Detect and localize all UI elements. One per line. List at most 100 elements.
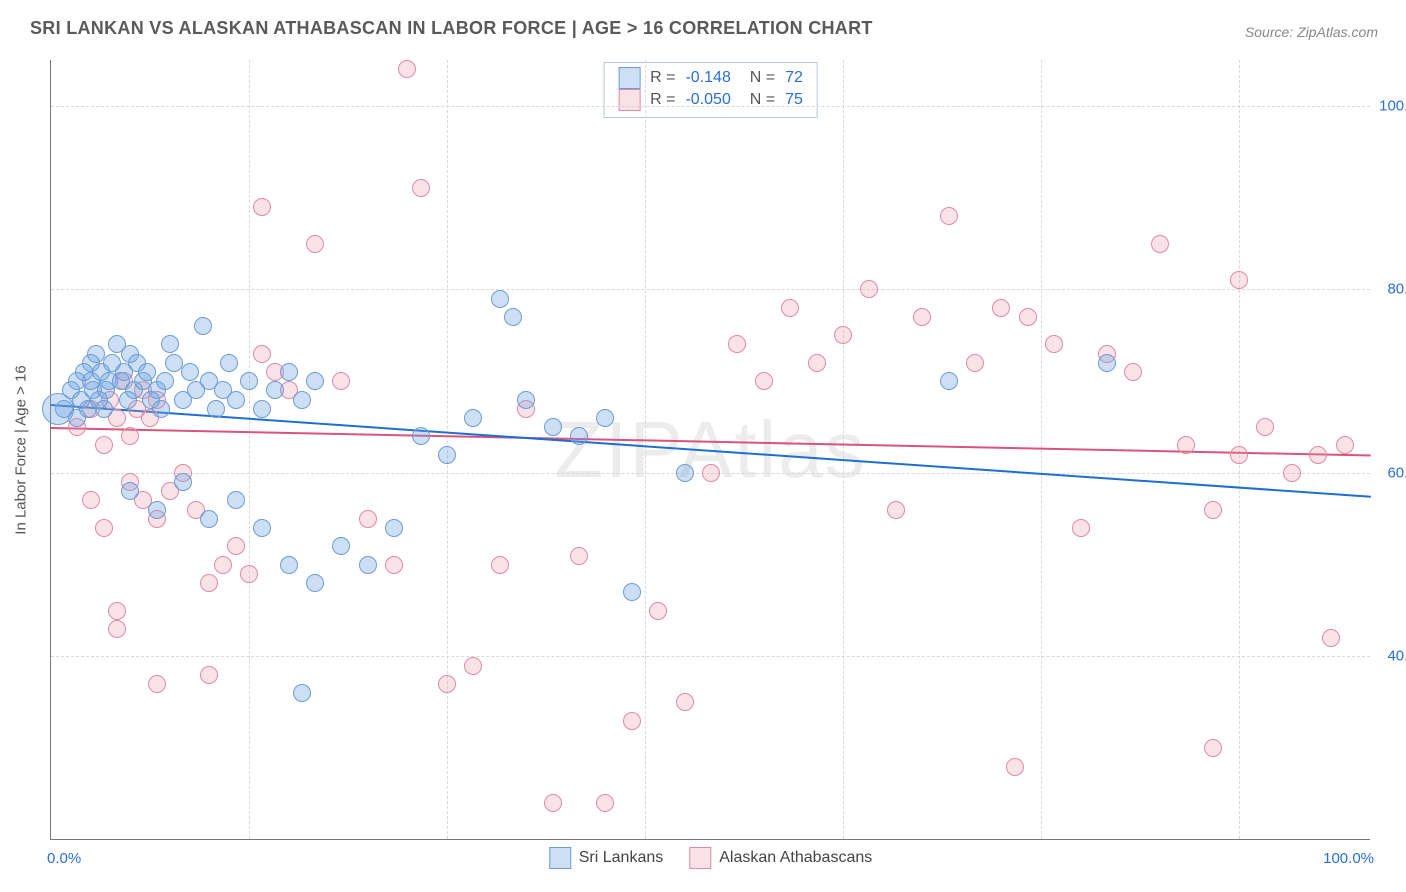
- point-athabascan: [1230, 271, 1248, 289]
- point-sri-lankan: [1098, 354, 1116, 372]
- point-athabascan: [1283, 464, 1301, 482]
- point-athabascan: [95, 519, 113, 537]
- point-athabascan: [1204, 501, 1222, 519]
- point-sri-lankan: [596, 409, 614, 427]
- point-athabascan: [253, 198, 271, 216]
- point-sri-lankan: [293, 391, 311, 409]
- n-label: N =: [741, 89, 775, 111]
- x-axis-tick-min: 0.0%: [47, 850, 81, 867]
- point-sri-lankan-large: [42, 393, 74, 425]
- swatch-athabascan: [689, 847, 711, 869]
- chart-title: SRI LANKAN VS ALASKAN ATHABASCAN IN LABO…: [30, 18, 873, 39]
- point-athabascan: [992, 299, 1010, 317]
- point-sri-lankan: [156, 372, 174, 390]
- point-athabascan: [214, 556, 232, 574]
- point-sri-lankan: [181, 363, 199, 381]
- point-athabascan: [1230, 446, 1248, 464]
- point-sri-lankan: [161, 335, 179, 353]
- point-sri-lankan: [306, 574, 324, 592]
- point-athabascan: [544, 794, 562, 812]
- point-athabascan: [332, 372, 350, 390]
- n-label: N =: [741, 67, 775, 89]
- point-athabascan: [623, 712, 641, 730]
- gridline-v: [645, 60, 646, 839]
- point-sri-lankan: [138, 363, 156, 381]
- point-sri-lankan: [359, 556, 377, 574]
- point-sri-lankan: [240, 372, 258, 390]
- n-value-athabascan: 75: [785, 89, 803, 111]
- point-athabascan: [728, 335, 746, 353]
- point-sri-lankan: [544, 418, 562, 436]
- point-athabascan: [649, 602, 667, 620]
- point-athabascan: [1177, 436, 1195, 454]
- point-sri-lankan: [412, 427, 430, 445]
- point-sri-lankan: [174, 473, 192, 491]
- r-label: R =: [650, 89, 675, 111]
- point-sri-lankan: [306, 372, 324, 390]
- point-athabascan: [1336, 436, 1354, 454]
- point-athabascan: [781, 299, 799, 317]
- point-athabascan: [1072, 519, 1090, 537]
- point-athabascan: [860, 280, 878, 298]
- point-sri-lankan: [517, 391, 535, 409]
- legend-item-athabascan: Alaskan Athabascans: [689, 847, 872, 869]
- point-athabascan: [940, 207, 958, 225]
- point-athabascan: [834, 326, 852, 344]
- n-value-sri-lankan: 72: [785, 67, 803, 89]
- point-athabascan: [887, 501, 905, 519]
- point-sri-lankan: [293, 684, 311, 702]
- point-sri-lankan: [227, 391, 245, 409]
- series-legend: Sri Lankans Alaskan Athabascans: [549, 847, 873, 869]
- point-athabascan: [438, 675, 456, 693]
- point-sri-lankan: [220, 354, 238, 372]
- r-value-sri-lankan: -0.148: [685, 67, 730, 89]
- point-athabascan: [1151, 235, 1169, 253]
- point-athabascan: [82, 491, 100, 509]
- point-athabascan: [1045, 335, 1063, 353]
- point-athabascan: [676, 693, 694, 711]
- point-athabascan: [808, 354, 826, 372]
- y-tick-label: 100.0%: [1375, 97, 1406, 114]
- point-athabascan: [385, 556, 403, 574]
- point-athabascan: [200, 666, 218, 684]
- point-sri-lankan: [253, 400, 271, 418]
- point-sri-lankan: [266, 381, 284, 399]
- chart-source: Source: ZipAtlas.com: [1245, 24, 1378, 40]
- point-athabascan: [227, 537, 245, 555]
- legend-label-sri-lankan: Sri Lankans: [579, 849, 664, 867]
- y-tick-label: 40.0%: [1375, 648, 1406, 665]
- point-sri-lankan: [200, 510, 218, 528]
- swatch-sri-lankan: [618, 67, 640, 89]
- point-athabascan: [108, 602, 126, 620]
- point-athabascan: [1256, 418, 1274, 436]
- point-athabascan: [253, 345, 271, 363]
- gridline-v: [843, 60, 844, 839]
- point-sri-lankan: [623, 583, 641, 601]
- point-sri-lankan: [332, 537, 350, 555]
- point-athabascan: [913, 308, 931, 326]
- point-athabascan: [755, 372, 773, 390]
- point-sri-lankan: [148, 501, 166, 519]
- point-sri-lankan: [152, 400, 170, 418]
- swatch-athabascan: [618, 89, 640, 111]
- point-sri-lankan: [504, 308, 522, 326]
- point-athabascan: [121, 427, 139, 445]
- point-athabascan: [1309, 446, 1327, 464]
- point-sri-lankan: [676, 464, 694, 482]
- point-sri-lankan: [194, 317, 212, 335]
- point-sri-lankan: [940, 372, 958, 390]
- point-athabascan: [1124, 363, 1142, 381]
- point-athabascan: [95, 436, 113, 454]
- point-athabascan: [108, 620, 126, 638]
- swatch-sri-lankan: [549, 847, 571, 869]
- y-axis-label: In Labor Force | Age > 16: [13, 365, 30, 534]
- point-sri-lankan: [570, 427, 588, 445]
- point-athabascan: [1019, 308, 1037, 326]
- point-athabascan: [1322, 629, 1340, 647]
- r-label: R =: [650, 67, 675, 89]
- point-athabascan: [200, 574, 218, 592]
- point-athabascan: [596, 794, 614, 812]
- point-athabascan: [359, 510, 377, 528]
- point-sri-lankan: [385, 519, 403, 537]
- point-athabascan: [1204, 739, 1222, 757]
